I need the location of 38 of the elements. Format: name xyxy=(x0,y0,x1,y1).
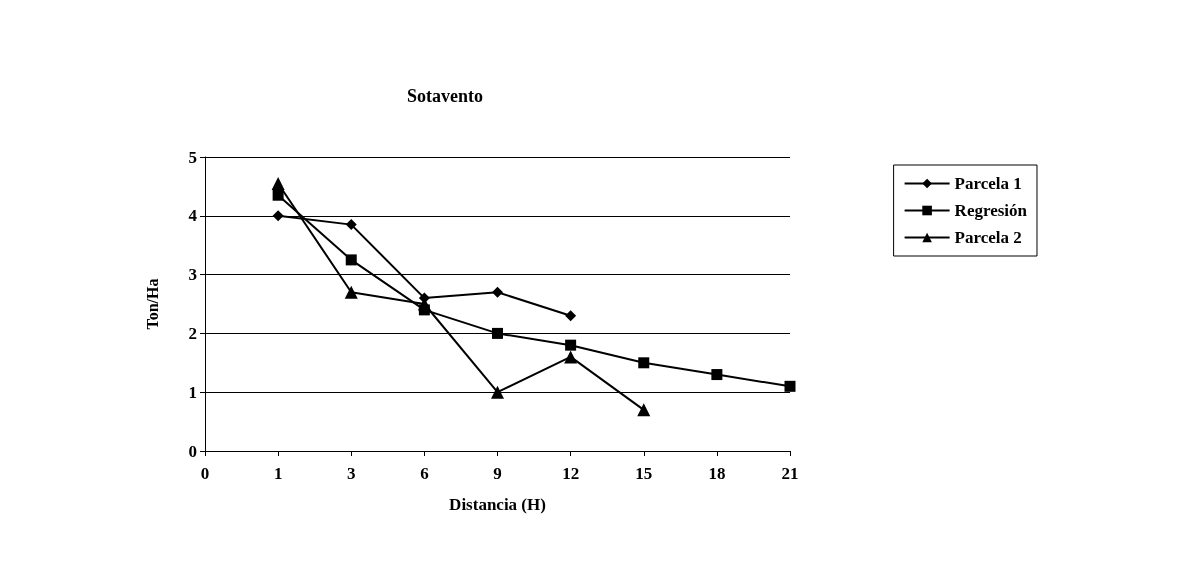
point xyxy=(272,189,284,201)
x-tick-label: 18 xyxy=(708,464,726,483)
y-tick-label: 3 xyxy=(188,265,197,285)
y-tick-label: 1 xyxy=(188,382,197,402)
y-axis-title: Ton/Ha xyxy=(143,278,161,330)
point xyxy=(272,210,284,222)
point xyxy=(418,304,430,316)
point xyxy=(344,285,358,299)
point xyxy=(345,219,357,231)
point xyxy=(565,310,577,322)
y-tick-label: 5 xyxy=(188,147,197,167)
point xyxy=(492,286,503,298)
point xyxy=(565,339,577,351)
x-tick-label: 9 xyxy=(493,464,502,483)
point xyxy=(711,369,723,381)
x-tick-label: 12 xyxy=(562,464,580,483)
x-tick-label: 6 xyxy=(420,464,429,483)
point xyxy=(491,385,504,399)
legend-label: Parcela 1 xyxy=(954,174,1022,193)
x-tick-label: 15 xyxy=(635,464,653,483)
y-tick-label: 0 xyxy=(188,441,197,461)
point xyxy=(784,380,796,392)
point xyxy=(638,357,650,369)
point xyxy=(271,176,285,190)
x-tick-label: 0 xyxy=(200,464,210,483)
legend-label: Parcela 2 xyxy=(954,228,1022,247)
y-tick-label: 2 xyxy=(188,323,197,343)
x-tick-label: 21 xyxy=(781,464,799,483)
y-tick-label: 4 xyxy=(188,206,198,226)
x-tick-label: 3 xyxy=(347,464,356,483)
point xyxy=(492,327,503,339)
x-tick-label: 1 xyxy=(273,464,283,483)
chart-title: Sotavento xyxy=(407,86,483,106)
x-axis-title: Distancia (H) xyxy=(449,495,546,514)
point xyxy=(637,403,651,417)
legend-label: Regresión xyxy=(954,201,1028,220)
point xyxy=(345,254,357,266)
point xyxy=(564,350,578,364)
